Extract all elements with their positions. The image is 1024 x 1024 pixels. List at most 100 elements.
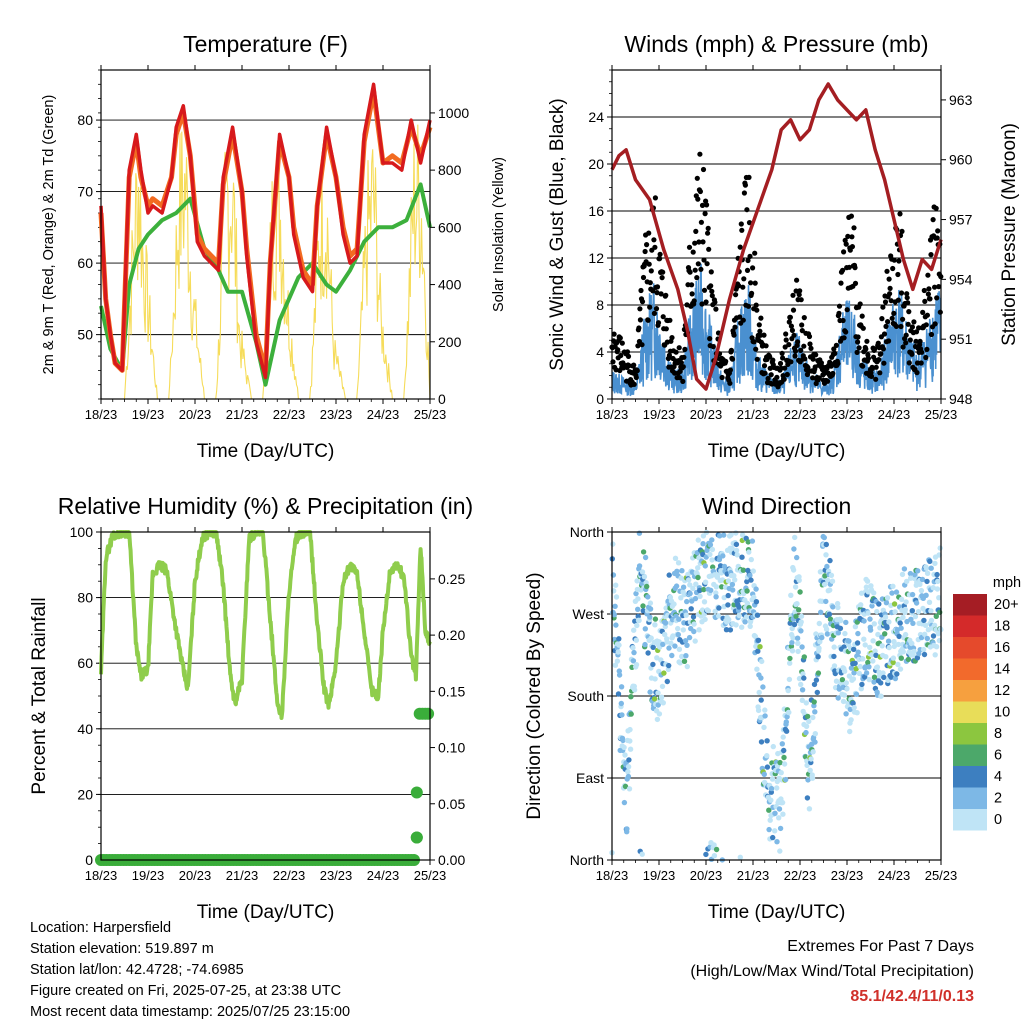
direction-point [769,776,776,782]
direction-point [660,700,666,706]
direction-point [650,661,656,668]
direction-point [764,738,770,744]
x-tick-label: 20/23 [179,407,212,422]
direction-point [783,728,790,734]
direction-point [726,616,732,623]
direction-point [785,687,791,694]
direction-point [846,673,853,679]
direction-point [852,660,858,666]
gust-point [678,360,684,366]
gust-point [692,240,698,246]
x-tick-label: 22/23 [273,868,306,883]
direction-point [615,649,621,655]
direction-point [733,530,739,536]
legend-swatch [953,701,987,723]
gust-point [697,151,703,157]
direction-point [708,587,714,593]
direction-point [742,619,748,625]
gust-point [798,297,804,303]
temp-2m-line [99,82,432,380]
direction-point [862,642,868,648]
x-tick-label: 20/23 [179,868,212,883]
direction-point [627,726,633,733]
direction-point [927,558,933,564]
direction-point [636,563,643,569]
direction-point [885,638,892,644]
gust-point [781,376,787,382]
gust-point [648,268,654,274]
gust-point [651,237,657,243]
direction-point [699,607,706,613]
direction-point [675,560,682,566]
gust-point [884,268,890,274]
direction-point [854,640,861,646]
gust-point [917,338,923,344]
legend-label: 12 [994,683,1010,699]
gust-point [694,275,700,281]
direction-point [675,631,681,638]
direction-point [821,534,827,541]
direction-point [683,653,689,659]
direction-point [670,633,676,639]
gust-point [753,302,759,308]
direction-point [652,616,659,622]
direction-point [928,617,935,624]
gust-point [923,322,929,328]
direction-point [781,754,787,761]
gust-point [854,349,860,355]
direction-point [612,603,618,609]
gust-point [646,230,652,236]
direction-point [776,815,782,821]
gust-point [841,335,847,341]
direction-point [753,643,759,650]
direction-point [811,699,817,705]
direction-point [619,712,625,718]
gust-point [860,363,866,369]
direction-point [801,675,807,681]
legend-swatch [953,658,987,680]
direction-point [851,670,857,676]
direction-point [839,677,846,683]
gust-point [864,338,870,344]
direction-point [696,627,702,633]
direction-point [779,741,785,747]
direction-point [628,694,634,700]
gust-point [787,314,794,320]
direction-point [935,578,941,585]
gust-point [906,360,912,366]
gust-point [796,292,802,298]
x-tick-label: 22/23 [273,407,306,422]
direction-point [636,530,643,536]
direction-point [843,711,849,717]
direction-point [914,655,921,661]
direction-point [650,644,656,650]
y-tick-label: South [567,688,604,704]
direction-point [854,710,860,716]
direction-point [721,563,728,570]
direction-point [674,568,680,574]
direction-point [886,619,892,625]
y2-tick-label: 0.20 [438,627,465,643]
direction-point [645,650,651,656]
station-elevation: Station elevation: 519.897 m [30,941,214,957]
direction-point [890,655,897,661]
direction-point [858,686,864,692]
direction-point [717,533,723,539]
direction-point [755,707,762,714]
legend-swatch [953,723,987,745]
gust-point [873,376,879,382]
gust-point [835,361,841,367]
panel-title: Wind Direction [702,493,852,519]
legend-swatch [953,766,987,788]
gust-point [736,283,742,289]
gust-point [905,321,911,327]
direction-point [739,624,745,630]
direction-point [621,744,627,751]
gust-point [914,360,921,366]
gust-point [733,292,739,298]
y2-tick-label: 957 [949,212,973,228]
direction-point [798,613,805,619]
direction-point [721,594,727,601]
direction-point [788,592,794,598]
gust-point [687,269,693,275]
